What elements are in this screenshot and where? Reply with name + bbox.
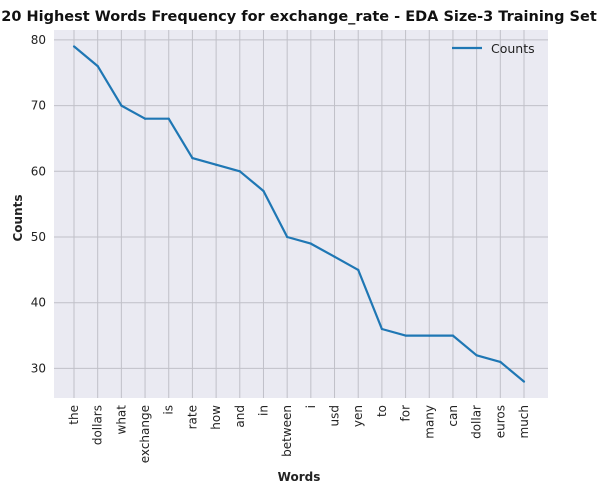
data-point-dollars: [96, 65, 99, 68]
x-tick-label: i: [304, 405, 318, 408]
data-point-exchange: [143, 117, 147, 120]
x-tick-label: euros: [493, 405, 507, 438]
x-tick-label: many: [422, 405, 436, 439]
x-tick-label: dollar: [470, 405, 484, 439]
x-tick-label: to: [375, 405, 389, 417]
x-tick-label: for: [399, 405, 413, 422]
x-tick-label: what: [114, 405, 128, 435]
y-tick-label: 40: [31, 296, 46, 310]
data-point-and: [238, 170, 241, 173]
data-point-between: [286, 235, 289, 239]
y-axis-label: Counts: [11, 194, 25, 241]
x-axis-label: Words: [278, 470, 321, 484]
data-point-much: [522, 380, 526, 383]
x-tick-label: much: [517, 405, 531, 439]
x-tick-label: and: [233, 405, 247, 428]
series-line-counts: [73, 45, 525, 383]
data-point-how: [215, 163, 218, 166]
y-tick-label: 30: [31, 361, 46, 375]
chart-title: 20 Highest Words Frequency for exchange_…: [1, 9, 597, 25]
data-point-dollar: [475, 354, 478, 357]
legend-label: Counts: [491, 41, 535, 56]
x-tick-label: exchange: [138, 405, 152, 463]
data-point-usd: [333, 255, 336, 258]
x-tick-label: yen: [351, 405, 365, 427]
x-tick-label: is: [162, 405, 176, 415]
data-point-in: [262, 189, 265, 193]
data-point-rate: [191, 157, 194, 160]
legend: Counts: [452, 41, 535, 56]
y-tick-label: 60: [31, 164, 46, 178]
x-tick-label: the: [67, 405, 81, 425]
data-point-yen: [357, 268, 360, 271]
data-point-i: [309, 242, 312, 245]
y-tick-label: 70: [31, 99, 46, 113]
data-point-euros: [499, 360, 502, 363]
x-tick-label: how: [209, 405, 223, 430]
x-tick-label: can: [446, 405, 460, 427]
data-point-the: [72, 45, 76, 48]
x-tick-label: rate: [185, 405, 199, 429]
y-axis-ticks: 30 40 50 60 70 80: [31, 33, 46, 376]
x-axis-ticks: the dollars what exchange is rate how and in betw…: [67, 405, 531, 464]
data-point-many: [428, 334, 431, 337]
y-tick-label: 80: [31, 33, 46, 47]
plot-area: [54, 30, 548, 398]
y-tick-label: 50: [31, 230, 46, 244]
x-tick-label: usd: [328, 405, 342, 426]
data-point-can: [451, 334, 455, 337]
data-point-what: [120, 104, 123, 107]
x-tick-label: between: [280, 405, 294, 457]
data-point-for: [404, 334, 407, 337]
data-point-is: [167, 117, 170, 120]
data-point-to: [380, 327, 383, 331]
x-tick-label: in: [256, 405, 270, 416]
x-tick-label: dollars: [91, 405, 105, 445]
series-points: [72, 45, 526, 383]
